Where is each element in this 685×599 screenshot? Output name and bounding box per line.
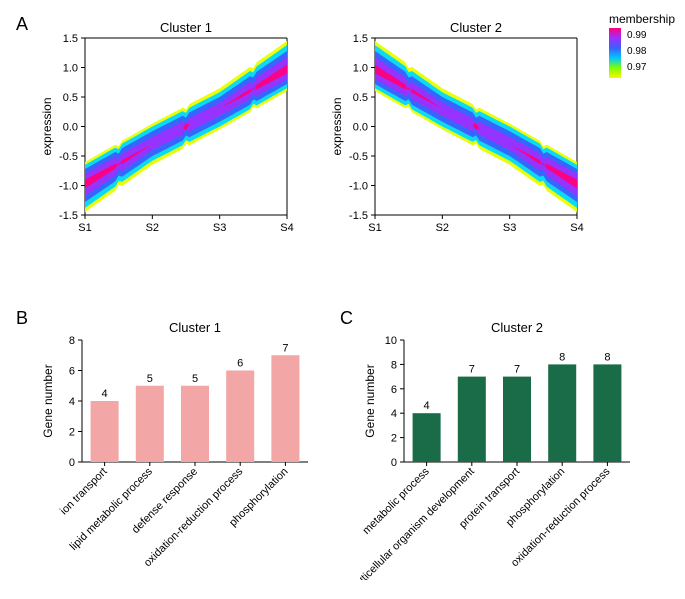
svg-text:S3: S3 <box>213 222 226 234</box>
svg-text:0.5: 0.5 <box>353 92 368 104</box>
line-chart-cluster2: Cluster 2 -1.5 -1.0 -0.5 0.0 0.5 1.0 1.5 express… <box>330 20 585 240</box>
svg-text:expression: expression <box>40 97 54 155</box>
svg-text:4: 4 <box>424 400 430 412</box>
svg-text:S2: S2 <box>146 222 159 234</box>
panel-label-a: A <box>16 14 28 35</box>
svg-text:-1.0: -1.0 <box>59 181 78 193</box>
svg-text:0: 0 <box>391 457 397 469</box>
svg-text:2: 2 <box>69 427 75 439</box>
legend-tick-2: 0.97 <box>627 60 646 76</box>
legend-ticks: 0.99 0.98 0.97 <box>624 28 646 76</box>
svg-text:Cluster 1: Cluster 1 <box>160 20 212 35</box>
svg-text:7: 7 <box>514 364 520 376</box>
svg-text:lipid metabolic process: lipid metabolic process <box>68 465 156 553</box>
svg-text:oxidation-reduction process: oxidation-reduction process <box>509 465 613 569</box>
svg-text:4: 4 <box>391 408 397 420</box>
svg-text:4: 4 <box>69 396 75 408</box>
legend-tick-0: 0.99 <box>627 28 646 44</box>
svg-text:7: 7 <box>282 342 288 354</box>
svg-text:0.0: 0.0 <box>63 122 78 134</box>
svg-text:Gene number: Gene number <box>41 364 55 437</box>
figure-root: A B C membership 0.99 0.98 0.97 Cluster … <box>10 10 675 589</box>
svg-text:5: 5 <box>192 373 198 385</box>
bar-chart-cluster2: Cluster 20246810Gene number4metabolic pr… <box>360 320 640 580</box>
svg-text:-0.5: -0.5 <box>59 151 78 163</box>
svg-text:S4: S4 <box>280 222 293 234</box>
svg-text:S2: S2 <box>436 222 449 234</box>
svg-text:Cluster 2: Cluster 2 <box>491 320 543 335</box>
svg-text:-0.5: -0.5 <box>349 151 368 163</box>
panel-label-c: C <box>340 308 353 329</box>
svg-text:0: 0 <box>69 457 75 469</box>
svg-text:S4: S4 <box>570 222 583 234</box>
svg-text:expression: expression <box>330 97 344 155</box>
svg-text:S3: S3 <box>503 222 516 234</box>
svg-text:1.5: 1.5 <box>63 33 78 45</box>
svg-text:Cluster 2: Cluster 2 <box>450 20 502 35</box>
svg-text:8: 8 <box>391 359 397 371</box>
svg-text:10: 10 <box>385 335 397 347</box>
svg-text:-1.5: -1.5 <box>349 210 368 222</box>
svg-text:6: 6 <box>69 366 75 378</box>
svg-text:S1: S1 <box>78 222 91 234</box>
svg-text:0.5: 0.5 <box>63 92 78 104</box>
svg-text:5: 5 <box>147 373 153 385</box>
svg-text:8: 8 <box>69 335 75 347</box>
svg-text:8: 8 <box>604 351 610 363</box>
legend-gradient <box>609 28 621 78</box>
membership-legend: membership 0.99 0.98 0.97 <box>609 12 675 78</box>
svg-text:6: 6 <box>391 384 397 396</box>
svg-text:8: 8 <box>559 351 565 363</box>
svg-text:2: 2 <box>391 433 397 445</box>
svg-text:0.0: 0.0 <box>353 122 368 134</box>
svg-text:Cluster 1: Cluster 1 <box>169 320 221 335</box>
svg-text:-1.5: -1.5 <box>59 210 78 222</box>
legend-title: membership <box>609 12 675 26</box>
line-chart-cluster1: Cluster 1 -1.5 -1.0 -0.5 0.0 0.5 1.0 1.5 express… <box>40 20 295 240</box>
panel-label-b: B <box>16 308 28 329</box>
bar-chart-cluster1: Cluster 102468Gene number4ion transport5… <box>38 320 318 580</box>
svg-text:1.5: 1.5 <box>353 33 368 45</box>
svg-text:-1.0: -1.0 <box>349 181 368 193</box>
svg-text:1.0: 1.0 <box>353 63 368 75</box>
svg-text:Gene number: Gene number <box>363 364 377 437</box>
svg-text:4: 4 <box>102 388 108 400</box>
svg-text:1.0: 1.0 <box>63 63 78 75</box>
svg-text:7: 7 <box>469 364 475 376</box>
legend-tick-1: 0.98 <box>627 44 646 60</box>
svg-text:6: 6 <box>237 358 243 370</box>
svg-text:S1: S1 <box>368 222 381 234</box>
